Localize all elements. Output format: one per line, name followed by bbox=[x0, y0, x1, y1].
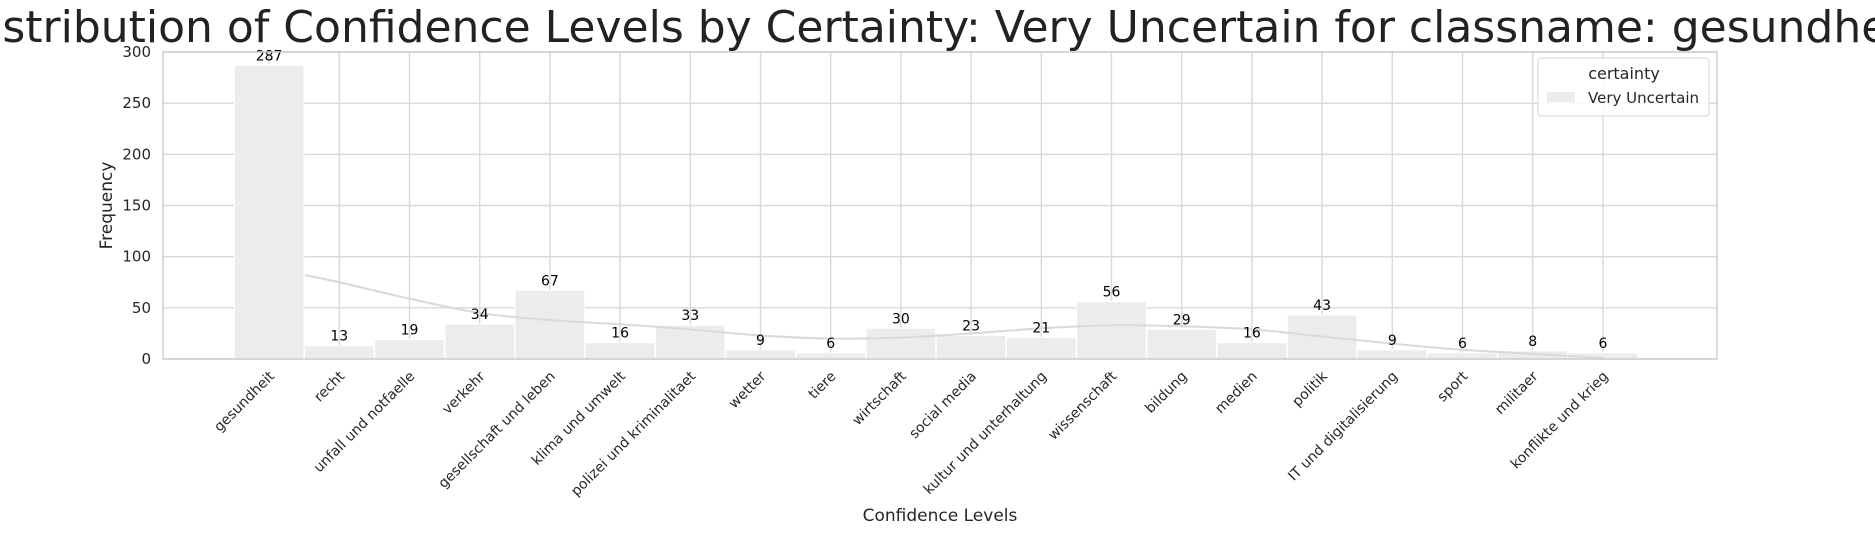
bar-0 bbox=[233, 64, 305, 360]
x-tick-label: wissenschaft bbox=[1045, 368, 1120, 443]
data-label-16: 9 bbox=[1388, 333, 1397, 349]
data-label-11: 21 bbox=[1032, 321, 1050, 337]
data-label-14: 16 bbox=[1243, 326, 1261, 342]
x-tick-label: kultur und unterhaltung bbox=[921, 369, 1050, 498]
data-label-3: 34 bbox=[471, 307, 489, 323]
x-tick-label: gesellschaft und leben bbox=[436, 369, 559, 492]
chart-title: Distribution of Confidence Levels by Cer… bbox=[0, 2, 1875, 53]
bar-12 bbox=[1076, 301, 1147, 360]
y-tick-label: 200 bbox=[122, 145, 151, 163]
data-label-12: 56 bbox=[1103, 285, 1121, 301]
x-tick-label: wetter bbox=[726, 368, 770, 412]
legend: certainty Very Uncertain bbox=[1537, 57, 1710, 117]
kde-line bbox=[304, 274, 1603, 359]
y-tick-label: 150 bbox=[122, 197, 151, 215]
x-tick-label: tiere bbox=[806, 369, 840, 403]
x-tick-label: sport bbox=[1435, 368, 1472, 405]
legend-title: certainty bbox=[1588, 64, 1660, 83]
x-tick-label: recht bbox=[311, 368, 348, 405]
bar-10 bbox=[935, 334, 1007, 360]
x-tick-label: verkehr bbox=[439, 368, 488, 417]
data-label-7: 9 bbox=[756, 333, 765, 349]
x-tick-label: bildung bbox=[1142, 369, 1190, 417]
data-label-5: 16 bbox=[611, 326, 629, 342]
x-tick-label: polizei und kriminalitaet bbox=[568, 368, 699, 499]
y-tick-label: 300 bbox=[122, 43, 151, 61]
legend-box bbox=[1537, 57, 1710, 117]
data-label-17: 6 bbox=[1458, 336, 1467, 352]
x-tick-label: militaer bbox=[1492, 368, 1541, 417]
x-tick-label: wirtschaft bbox=[849, 368, 910, 429]
data-label-0: 287 bbox=[256, 48, 283, 64]
data-label-1: 13 bbox=[330, 329, 348, 345]
bar-2 bbox=[374, 339, 445, 360]
data-label-8: 6 bbox=[826, 336, 835, 352]
data-label-13: 29 bbox=[1173, 312, 1191, 328]
kde-layer bbox=[304, 274, 1603, 359]
bar-17 bbox=[1427, 352, 1498, 360]
x-axis-label: Confidence Levels bbox=[863, 506, 1018, 526]
bar-3 bbox=[444, 323, 515, 360]
bar-16 bbox=[1357, 349, 1428, 360]
x-tick-label: medien bbox=[1212, 369, 1260, 417]
bar-8 bbox=[795, 352, 867, 360]
y-tick-label: 250 bbox=[122, 94, 151, 112]
data-label-15: 43 bbox=[1313, 298, 1331, 314]
grid-layer bbox=[163, 51, 1717, 360]
plot-frame bbox=[162, 51, 1718, 360]
bar-4 bbox=[514, 289, 586, 360]
data-label-9: 30 bbox=[892, 311, 910, 327]
y-axis-ticks: 0 50 100 150 200 250 300 bbox=[122, 43, 151, 368]
y-tick-label: 50 bbox=[132, 299, 151, 317]
bar-1 bbox=[304, 345, 375, 360]
bar-13 bbox=[1146, 328, 1218, 360]
x-tick-label: gesundheit bbox=[211, 368, 278, 435]
bar-11 bbox=[1006, 337, 1077, 360]
y-axis-label: Frequency bbox=[97, 162, 117, 250]
x-tick-label: social media bbox=[906, 369, 980, 443]
data-label-19: 6 bbox=[1598, 336, 1607, 352]
data-label-2: 19 bbox=[401, 323, 419, 339]
y-tick-label: 0 bbox=[141, 350, 151, 368]
y-tick-label: 100 bbox=[122, 248, 151, 266]
bars-layer bbox=[233, 64, 1639, 360]
bar-5 bbox=[584, 342, 656, 360]
data-label-4: 67 bbox=[541, 273, 559, 289]
bar-14 bbox=[1216, 342, 1288, 360]
data-labels: 287 13 19 34 67 16 33 9 6 30 23 21 56 29 16 43 9 6 8 6 bbox=[256, 48, 1608, 352]
legend-swatch bbox=[1547, 92, 1575, 102]
data-label-6: 33 bbox=[681, 308, 699, 324]
bar-9 bbox=[865, 327, 937, 360]
data-label-10: 23 bbox=[962, 318, 980, 334]
data-label-18: 8 bbox=[1528, 334, 1537, 350]
bar-7 bbox=[725, 349, 796, 360]
x-tick-label: politik bbox=[1289, 368, 1331, 410]
legend-label: Very Uncertain bbox=[1588, 89, 1699, 107]
